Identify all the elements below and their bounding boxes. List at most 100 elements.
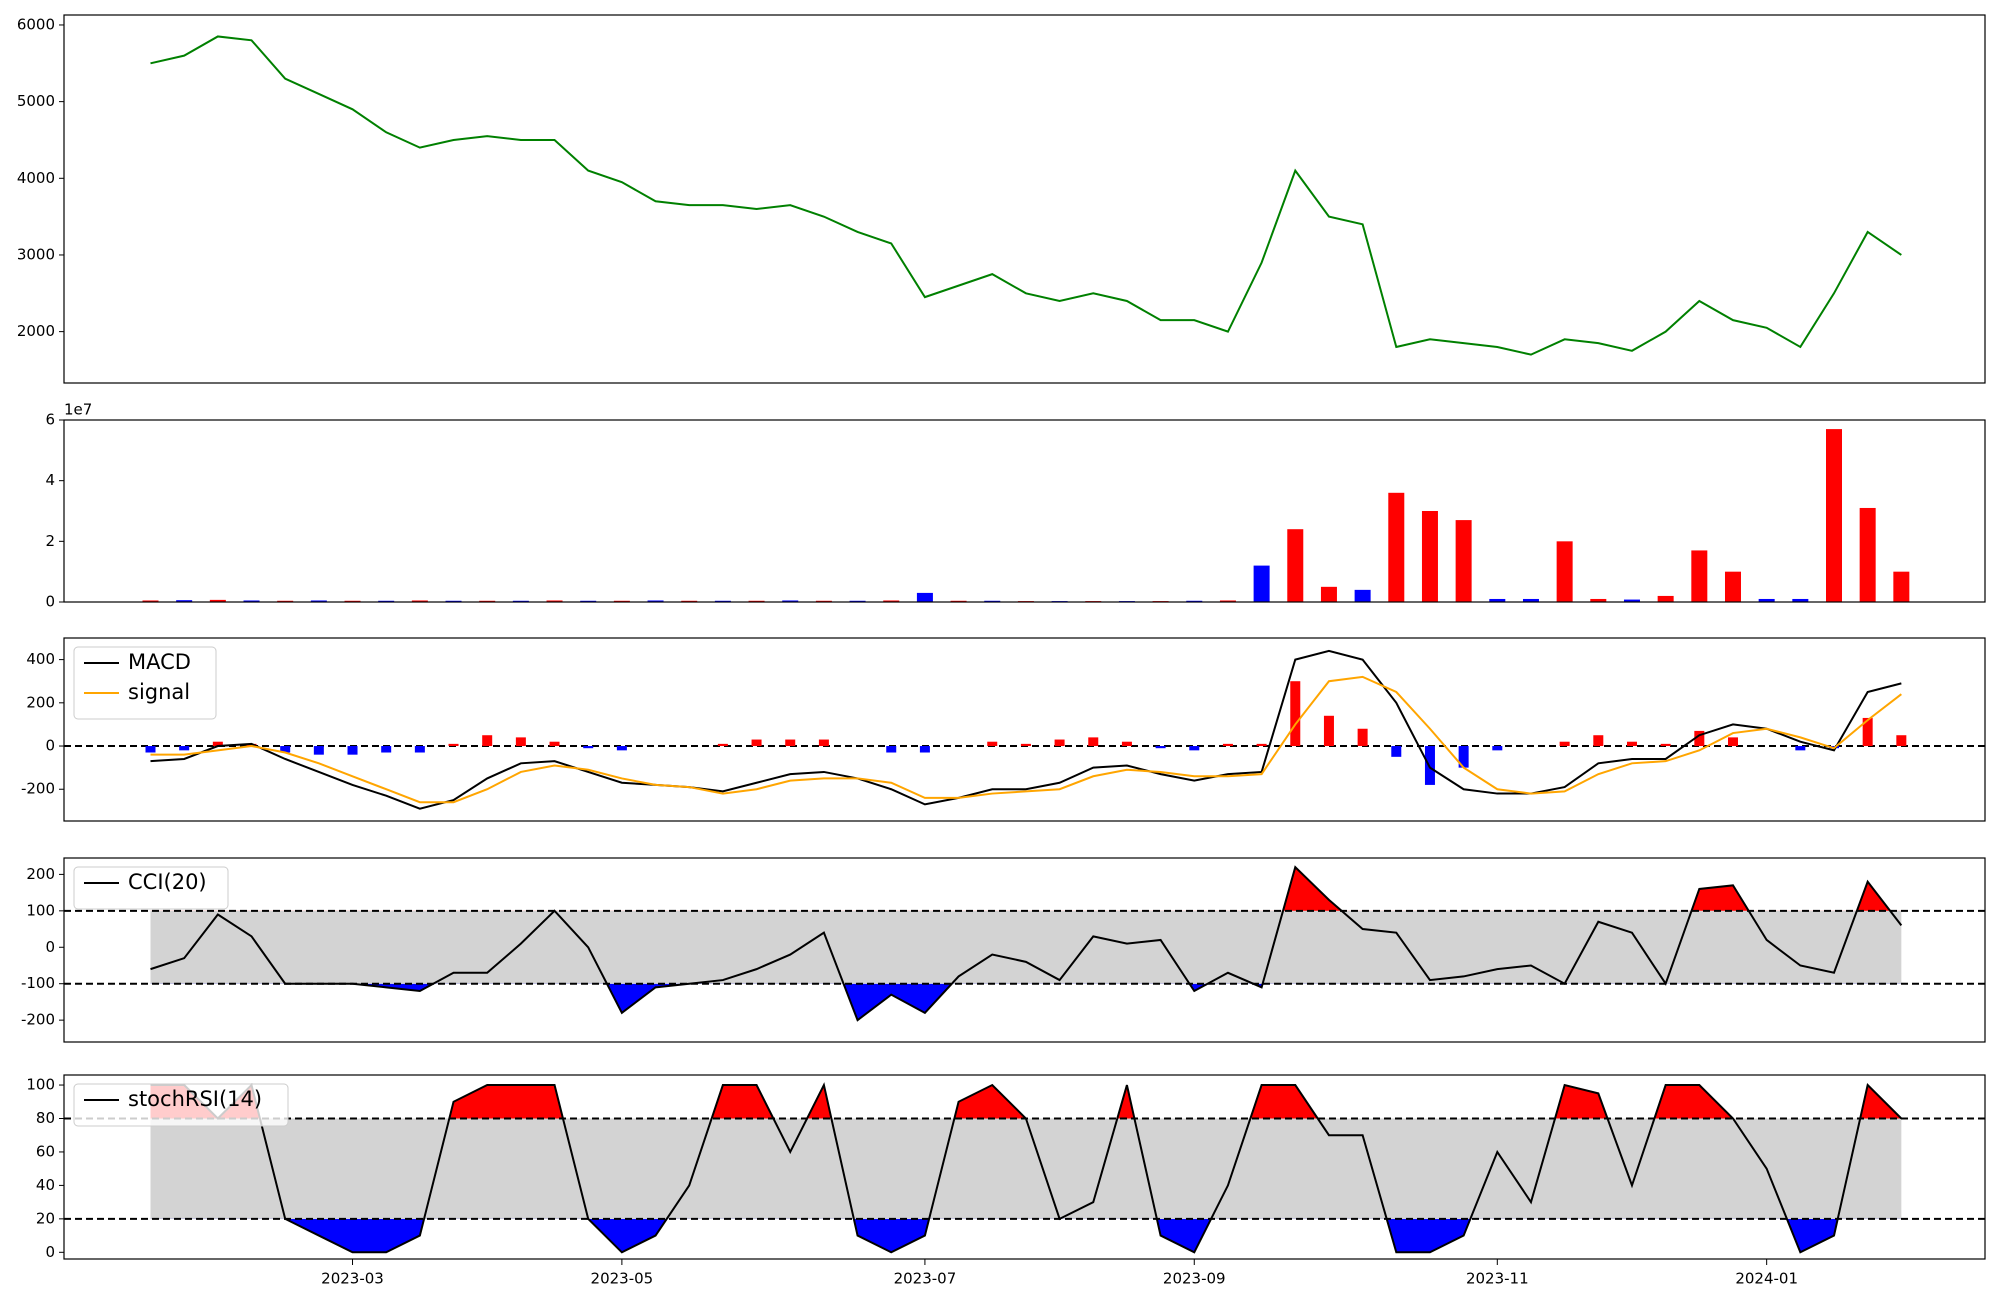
histogram-bar bbox=[1155, 746, 1166, 749]
volume-bar bbox=[310, 600, 327, 602]
volume-bar bbox=[479, 600, 496, 602]
y-tick-label: 0 bbox=[45, 1243, 55, 1261]
panel: 0 2 4 6 1e7 bbox=[45, 401, 1986, 611]
y-tick-label: 3000 bbox=[17, 245, 55, 263]
x-tick-label: 2024-01 bbox=[1735, 1270, 1798, 1288]
plot-frame bbox=[63, 637, 1986, 822]
histogram-bar bbox=[1660, 743, 1671, 747]
series-line bbox=[150, 865, 1903, 1022]
threshold-band bbox=[150, 1118, 1902, 1219]
histogram-bar bbox=[1391, 746, 1402, 757]
histogram-bar bbox=[482, 735, 493, 747]
histogram-bar bbox=[1694, 730, 1705, 747]
y-tick-label: 80 bbox=[36, 1109, 55, 1127]
volume-bar bbox=[681, 600, 698, 602]
volume-bar bbox=[1219, 600, 1236, 602]
x-tick-label: 2023-07 bbox=[894, 1270, 957, 1288]
volume-bar bbox=[1724, 571, 1741, 602]
legend: stochRSI(14) bbox=[73, 1083, 289, 1127]
volume-bar bbox=[782, 600, 799, 602]
volume-bar bbox=[176, 600, 193, 602]
histogram-bar bbox=[347, 746, 358, 755]
series-line bbox=[150, 1082, 1903, 1254]
histogram-bar bbox=[448, 743, 459, 747]
overbought-fill bbox=[150, 1085, 1902, 1119]
volume-bar bbox=[1758, 598, 1775, 602]
volume-bar bbox=[714, 600, 731, 602]
volume-bar bbox=[1893, 571, 1910, 602]
histogram-bar bbox=[1492, 746, 1503, 751]
plot-frame bbox=[63, 419, 1986, 603]
y-tick-label: -200 bbox=[21, 780, 55, 798]
y-tick-label: -200 bbox=[21, 1011, 55, 1029]
histogram-bar bbox=[1862, 717, 1873, 747]
volume-bar bbox=[277, 600, 294, 602]
legend: CCI(20) bbox=[73, 866, 229, 910]
histogram-bar bbox=[1020, 743, 1031, 747]
volume-bar bbox=[849, 600, 866, 602]
y-tick-label: 0 bbox=[45, 737, 55, 755]
volume-bar bbox=[748, 600, 765, 602]
volume-bar bbox=[1826, 429, 1842, 602]
legend-label: stochRSI(14) bbox=[128, 1087, 262, 1111]
volume-bar bbox=[916, 592, 933, 602]
volume-bar bbox=[1590, 598, 1607, 602]
volume-bar bbox=[883, 600, 900, 602]
y-tick-label: 2000 bbox=[17, 322, 55, 340]
y-tick-label: 20 bbox=[36, 1209, 55, 1227]
legend-box bbox=[73, 1083, 289, 1127]
volume-bar bbox=[1388, 492, 1405, 602]
plot-frame bbox=[63, 1074, 1986, 1260]
volume-bar bbox=[1354, 589, 1371, 602]
histogram-bar bbox=[212, 741, 223, 747]
panel: 0 20 40 60 80 100 stochRSI(14) 2023-03 2023-05 20… bbox=[26, 1074, 1986, 1288]
histogram-bar bbox=[1593, 735, 1604, 747]
axis-offset-label: 1e7 bbox=[64, 401, 92, 419]
x-tick-label: 2023-09 bbox=[1163, 1270, 1226, 1288]
histogram-bar bbox=[583, 746, 594, 749]
series-line bbox=[150, 649, 1902, 810]
volume-bar bbox=[546, 600, 563, 602]
histogram-bar bbox=[1290, 681, 1301, 747]
volume-bar bbox=[445, 600, 462, 602]
y-tick-label: 200 bbox=[26, 865, 55, 883]
histogram-bar bbox=[515, 737, 526, 747]
panel: -200 0 200 400 MACD signal bbox=[21, 637, 1986, 822]
histogram-bar bbox=[1121, 741, 1132, 747]
histogram-bar bbox=[818, 739, 829, 747]
volume-bar bbox=[512, 600, 529, 602]
histogram-bar bbox=[717, 743, 728, 747]
volume-bar bbox=[1186, 600, 1203, 602]
histogram-bar bbox=[1559, 741, 1570, 747]
volume-bar bbox=[1657, 595, 1674, 602]
y-tick-label: 400 bbox=[26, 650, 55, 668]
y-tick-label: -100 bbox=[21, 974, 55, 992]
volume-bar bbox=[1859, 507, 1876, 602]
histogram-bar bbox=[1054, 739, 1065, 747]
histogram-bar bbox=[313, 746, 324, 755]
volume-bar bbox=[580, 600, 597, 602]
overbought-fill bbox=[150, 867, 1902, 911]
y-tick-label: 5000 bbox=[17, 92, 55, 110]
y-tick-label: 0 bbox=[45, 938, 55, 956]
threshold-band bbox=[150, 910, 1902, 984]
histogram-bar bbox=[1222, 743, 1233, 747]
histogram-bar bbox=[919, 746, 930, 753]
volume-bar bbox=[142, 600, 159, 602]
histogram-bar bbox=[1795, 746, 1806, 751]
y-tick-label: 4000 bbox=[17, 169, 55, 187]
legend-label: MACD bbox=[128, 650, 191, 674]
y-tick-label: 6 bbox=[45, 411, 55, 429]
histogram-bar bbox=[1256, 743, 1267, 747]
histogram-bar bbox=[1323, 715, 1334, 747]
histogram-bar bbox=[1727, 737, 1738, 747]
oversold-fill bbox=[150, 1218, 1902, 1253]
volume-bar bbox=[984, 600, 1001, 602]
histogram-bar bbox=[1189, 746, 1200, 751]
histogram-bar bbox=[886, 746, 897, 753]
y-tick-label: 2 bbox=[45, 532, 55, 550]
volume-bar bbox=[1455, 520, 1472, 602]
legend-label: CCI(20) bbox=[128, 870, 207, 894]
